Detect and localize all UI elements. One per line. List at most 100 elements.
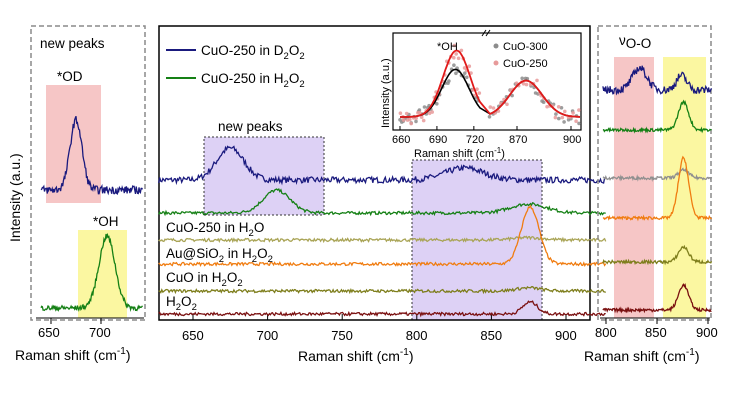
right-series-h2o2 [602,282,712,314]
main-tick-label-850: 850 [480,328,502,343]
inset-point-cuo-250 [459,48,464,53]
inset-point-cuo-300 [414,119,418,124]
inset-x-axis-label: Raman shift (cm-1) [414,146,505,160]
right-panel-dashed-frame [597,25,712,321]
inset-point-cuo-250 [404,111,409,116]
inset-x-ticks: 660 690 720 870 900 [392,126,581,146]
inset-point-cuo-250 [430,110,435,114]
left-od-highlight [46,85,101,203]
inset-point-cuo-250 [574,119,578,123]
inset-point-cuo-250 [452,43,457,48]
inset-fit-cuo250 [400,49,581,118]
right-series-cuo-h2o2 [602,244,713,266]
inset-tick-label-870: 870 [509,134,527,146]
axis-break-mark [481,29,491,37]
inset-point-cuo-300 [510,93,514,98]
inset-point-cuo-250 [563,109,567,114]
annotation-od: *OD [57,69,83,84]
inset-tick-label-660: 660 [392,134,410,146]
main-series-cuo250-h2o2 [158,187,606,217]
inset-point-cuo-250 [556,105,561,109]
y-axis-label: Intensity (a.u.) [7,153,23,242]
inset-point-cuo-300 [452,63,456,67]
inset-point-cuo-250 [521,82,526,86]
main-tick-label-700: 700 [257,328,279,343]
right-series-cuo250-d2o2 [602,65,713,96]
right-series-cuo250-h2o [602,167,713,182]
inset-point-cuo-250 [421,118,426,123]
inset-point-cuo-250 [491,106,496,110]
series-label-h2o2: H2O2 [166,294,197,313]
inset-legend-marker-cuo250 [493,60,499,66]
inset-point-cuo-250 [462,66,467,70]
inset-point-cuo-300 [520,76,524,81]
main-x-ticks: 650 700 750 800 850 900 [182,314,577,343]
inset-point-cuo-250 [524,82,529,87]
inset-point-cuo-300 [435,102,439,106]
inset-point-cuo-300 [559,106,564,110]
inset-y-axis-label: Intensity (a.u.) [380,58,392,128]
right-panel-title: νO-O [619,33,651,51]
right-pink-highlight [614,57,654,318]
main-new-peaks-band [203,136,325,216]
main-tick-label-650: 650 [182,328,204,343]
inset-point-cuo-250 [477,91,482,95]
left-tick-label-700: 700 [89,325,111,340]
inset-legend-cuo250: CuO-250 [503,58,548,70]
main-panel: 650 700 750 800 850 900 new peaks CuO-250 in … [158,25,607,343]
left-panel-title: new peaks [40,36,105,51]
inset-point-cuo-250 [475,87,479,91]
inset-legend-cuo300: CuO-300 [503,41,548,53]
left-x-axis-label: Raman shift (cm-1) [15,346,131,363]
inset-point-cuo-300 [525,76,530,81]
inset-point-cuo-250 [409,121,414,126]
series-label-cuo-h2o2: CuO in H2O2 [166,270,243,289]
inset-point-cuo-250 [401,118,406,122]
right-series-au-sio2-h2o2 [602,155,713,222]
inset-legend-marker-cuo300 [493,43,499,49]
main-series-au-sio2-h2o2 [158,204,607,267]
inset-panel: 660 690 720 870 900 *OH CuO-300 CuO-250 Inte… [380,29,582,160]
inset-point-cuo-250 [419,115,424,119]
right-tick-label-850: 850 [645,325,667,340]
inset-point-cuo-250 [452,55,456,60]
left-oh-highlight [78,230,127,318]
main-tick-label-800: 800 [406,328,428,343]
main-tick-label-900: 900 [555,328,577,343]
inset-point-cuo-250 [488,105,493,109]
left-series-cuo250-h2o2 [40,232,144,312]
inset-point-cuo-300 [447,79,451,83]
right-series-cuo250-h2o2 [602,99,712,134]
inset-point-cuo-300 [454,71,458,76]
inset-point-cuo-250 [560,115,565,120]
inset-point-cuo-300 [557,116,561,121]
inset-point-cuo-250 [408,117,412,122]
inset-point-cuo-250 [456,56,461,61]
main-series-cuo250-h2o [158,235,607,244]
left-panel-dashed-frame [30,25,146,321]
inset-point-cuo-250 [553,115,558,120]
inset-point-cuo-300 [417,108,422,112]
inset-point-cuo-300 [554,112,558,116]
right-tick-label-900: 900 [696,325,718,340]
inset-point-cuo-250 [417,110,422,115]
inset-tick-label-690: 690 [429,134,447,146]
series-label-cuo250-h2o: CuO-250 in H2O [166,220,264,239]
right-yellow-highlight [663,57,706,318]
annotation-oh: *OH [93,214,119,229]
right-panel: 800 850 900 νO-O [595,25,718,340]
inset-point-cuo-300 [422,105,427,109]
main-x-axis-label: Raman shift (cm-1) [298,347,414,364]
main-series-cuo-h2o2 [158,285,606,295]
inset-point-cuo-300 [465,75,469,80]
right-tick-label-800: 800 [595,325,617,340]
inset-point-cuo-300 [562,120,566,124]
legend-label-h2o2: CuO-250 in H2O2 [201,71,305,90]
inset-point-cuo-300 [463,71,467,75]
left-panel: 650 700 new peaks *OD *OH [30,25,146,340]
main-tick-label-750: 750 [331,328,353,343]
inset-point-cuo-250 [571,111,575,115]
main-series-h2o2 [158,300,606,318]
